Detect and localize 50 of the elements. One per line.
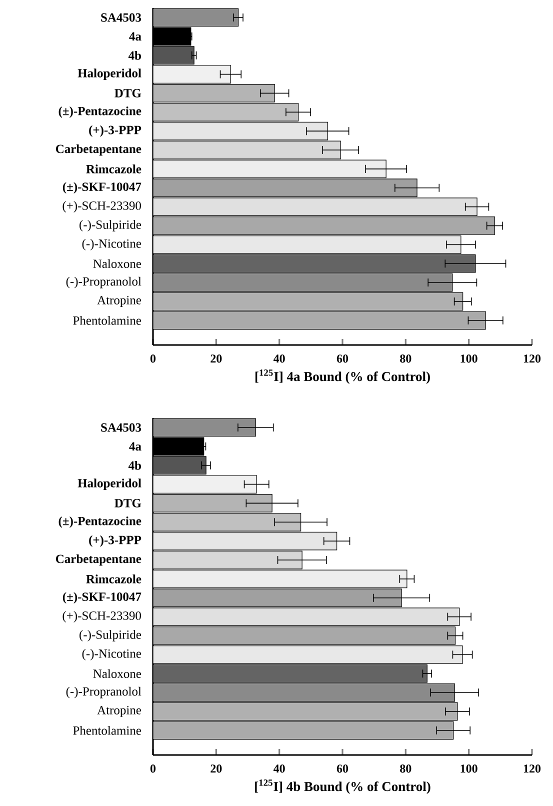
y-tick-label: (-)-Nicotine xyxy=(82,648,142,660)
y-tick-label: Phentolamine xyxy=(73,316,142,325)
y-tick-label: Haloperidol xyxy=(78,478,142,490)
y-tick-label: SA4503 xyxy=(101,423,142,432)
y-tick-label: (-)-Propranolol xyxy=(66,276,142,288)
y-tick-label: (+)-SCH-23390 xyxy=(62,611,141,622)
x-tick-label: 20 xyxy=(210,764,222,773)
x-tick-label: 40 xyxy=(273,354,285,363)
y-tick-label: DTG xyxy=(114,499,142,508)
y-tick-label: DTG xyxy=(114,89,142,98)
y-tick-label: (±)-SKF-10047 xyxy=(62,182,142,194)
x-tick-label: 40 xyxy=(273,764,285,773)
y-tick-label: (±)-Pentazocine xyxy=(58,516,142,528)
y-tick-label: (±)-Pentazocine xyxy=(58,106,142,118)
x-tick-label: 0 xyxy=(150,354,156,363)
y-tick-label: (-)-Propranolol xyxy=(66,686,142,698)
x-axis-title: [$^{125}$I] 4a Bound (% of Control) xyxy=(255,370,430,384)
y-tick-label: (+)-SCH-23390 xyxy=(62,201,141,212)
y-tick-label: (+)-3-PPP xyxy=(89,535,142,547)
x-tick-label: 60 xyxy=(336,354,348,363)
x-tick-label: 120 xyxy=(524,354,541,363)
x-tick-label: 120 xyxy=(524,764,541,773)
y-tick-label: 4a xyxy=(129,442,142,451)
y-tick-label: Haloperidol xyxy=(78,68,142,80)
x-tick-label: 80 xyxy=(400,354,412,363)
y-tick-label: (-)-Nicotine xyxy=(82,239,142,250)
y-tick-label: Rimcazole xyxy=(86,574,142,584)
y-tick-label: (+)-3-PPP xyxy=(89,125,142,137)
x-tick-label: 20 xyxy=(210,354,222,363)
y-tick-label: Atropine xyxy=(97,706,142,717)
y-tick-label: Naloxone xyxy=(93,259,142,268)
y-tick-label: 4b xyxy=(128,50,141,60)
y-tick-label: Atropine xyxy=(97,296,142,307)
y-tick-label: Naloxone xyxy=(93,669,142,678)
y-tick-label: Rimcazole xyxy=(86,164,142,174)
y-tick-label: Phentolamine xyxy=(73,726,142,735)
x-tick-label: 0 xyxy=(150,764,156,773)
y-tick-label: (-)-Sulpiride xyxy=(80,630,142,642)
y-tick-label: (-)-Sulpiride xyxy=(80,220,142,232)
y-tick-label: (±)-SKF-10047 xyxy=(62,592,142,604)
x-tick-label: 100 xyxy=(460,764,478,773)
y-tick-label: SA4503 xyxy=(101,13,142,22)
x-axis-title: [$^{125}$I] 4b Bound (% of Control) xyxy=(255,780,430,794)
x-tick-label: 60 xyxy=(336,764,348,773)
y-tick-label: 4a xyxy=(129,32,142,41)
y-tick-label: 4b xyxy=(128,460,141,470)
y-tick-label: Carbetapentane xyxy=(56,144,142,156)
x-tick-label: 100 xyxy=(460,354,478,363)
x-tick-label: 80 xyxy=(400,764,412,773)
y-tick-label: Carbetapentane xyxy=(56,554,142,566)
